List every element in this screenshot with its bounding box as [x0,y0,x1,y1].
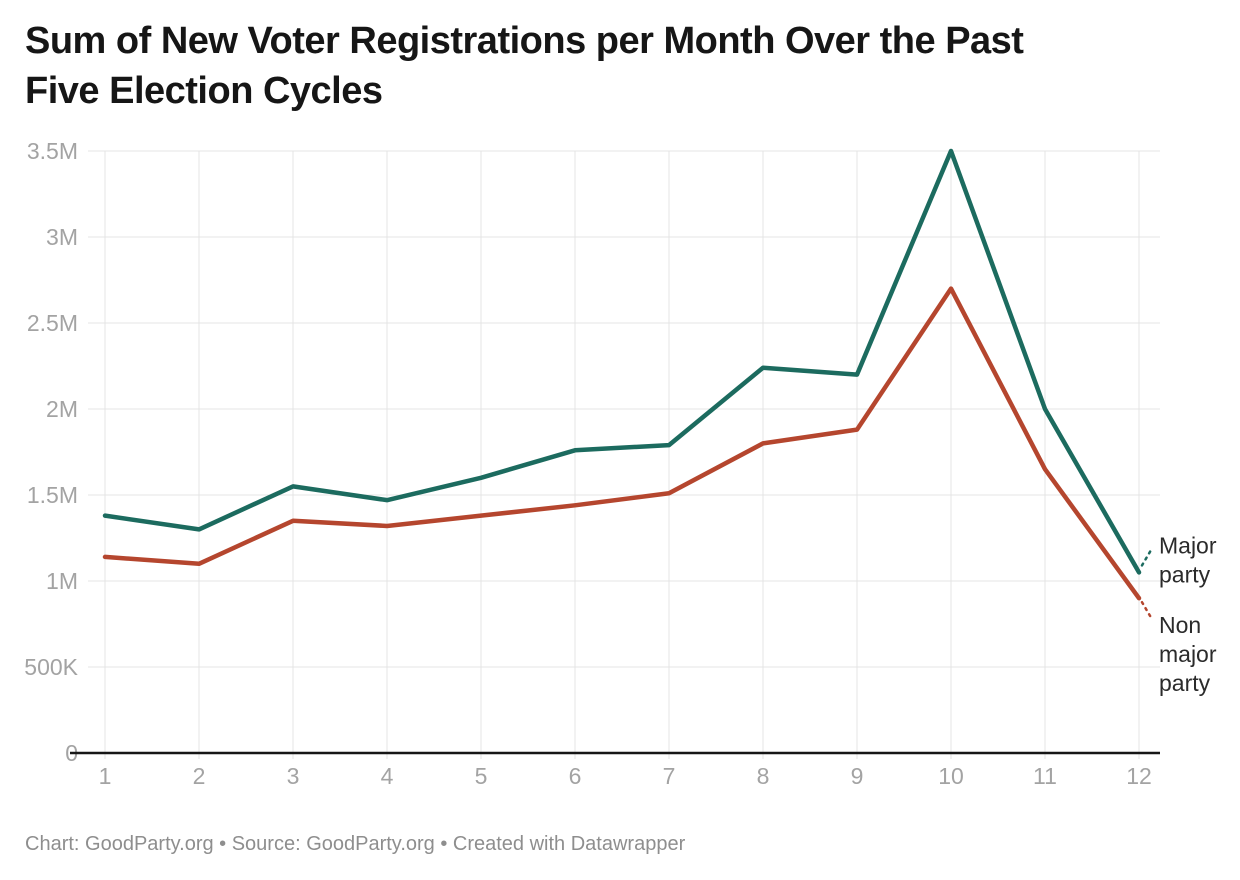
y-tick-label: 2M [46,396,78,422]
y-tick-label: 2.5M [27,310,78,336]
x-tick-label: 4 [381,763,394,789]
chart-attribution: Chart: GoodParty.org • Source: GoodParty… [25,833,686,855]
y-tick-label: 1.5M [27,482,78,508]
y-tick-label: 1M [46,568,78,594]
non-major-party-leader-line [1140,600,1154,621]
y-tick-label: 500K [24,654,78,680]
x-tick-label: 2 [193,763,206,789]
non-major-party-line[interactable] [102,286,1142,601]
x-tick-label: 8 [757,763,770,789]
x-tick-label: 7 [663,763,676,789]
x-tick-label: 9 [851,763,864,789]
x-tick-label: 11 [1033,763,1057,789]
x-tick-label: 1 [99,763,112,789]
non-major-party-label: Non major party [1159,612,1217,696]
x-tick-label: 10 [938,763,964,789]
x-tick-label: 6 [569,763,582,789]
chart-title: Sum of New Voter Registrations per Month… [25,20,1024,112]
y-tick-label: 3M [46,224,78,250]
major-party-line[interactable] [102,148,1142,575]
x-tick-label: 12 [1126,763,1152,789]
x-tick-label: 5 [475,763,488,789]
x-tick-label: 3 [287,763,300,789]
y-tick-label: 3.5M [27,138,78,164]
major-party-leader-line [1140,547,1154,567]
major-party-label: Major party [1159,532,1217,587]
